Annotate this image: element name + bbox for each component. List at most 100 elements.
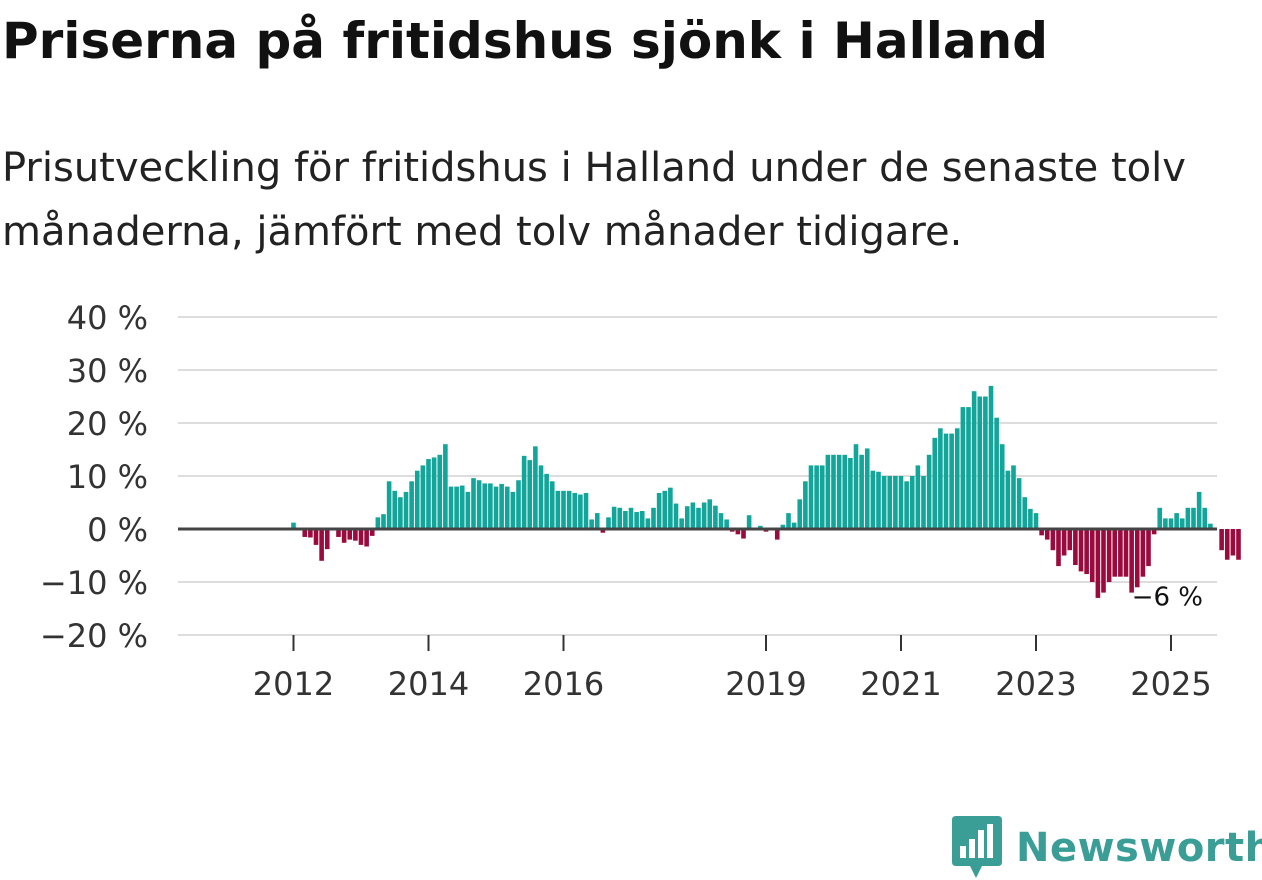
chart-subtitle: Prisutveckling för fritidshus i Halland … <box>2 145 1186 255</box>
bar <box>1151 529 1157 535</box>
bar <box>386 481 392 529</box>
bar <box>527 460 533 529</box>
bar <box>988 385 994 529</box>
chart-title: Priserna på fritidshus sjönk i Halland <box>2 12 1048 70</box>
bar <box>589 519 594 529</box>
bar <box>493 486 499 529</box>
y-tick-label: 0 % <box>87 511 148 549</box>
bar <box>369 529 375 536</box>
bar <box>600 529 606 533</box>
bar <box>1208 523 1213 529</box>
x-tick-label: 2014 <box>388 665 469 703</box>
y-tick-label: 40 % <box>67 299 148 337</box>
bar <box>848 457 853 529</box>
bar <box>836 454 842 529</box>
bar <box>1050 529 1056 551</box>
bar <box>645 518 651 529</box>
bar <box>1112 529 1118 577</box>
bar <box>1005 470 1011 529</box>
bar <box>544 473 549 529</box>
bar <box>1196 491 1202 529</box>
brand-name: Newsworthy <box>1016 825 1262 871</box>
bar <box>656 492 662 529</box>
bar <box>578 494 583 529</box>
bar <box>566 490 572 529</box>
bar <box>718 513 724 529</box>
bar <box>971 391 977 529</box>
bar <box>499 483 504 529</box>
bar <box>623 510 628 529</box>
bar <box>746 515 752 529</box>
bar <box>482 483 488 529</box>
bar <box>639 510 645 529</box>
bar <box>488 483 493 529</box>
bar <box>1033 513 1039 529</box>
bar-chart: 40 % 30 % 20 % 10 % 0 % −10 % −20 % 2012 2014 201… <box>40 299 1241 703</box>
bar <box>1185 507 1191 529</box>
bar <box>1174 513 1179 529</box>
bar <box>1230 529 1236 556</box>
bar <box>1129 529 1134 593</box>
bar <box>870 470 876 529</box>
bar <box>1118 529 1123 577</box>
bar <box>741 529 746 539</box>
bar <box>954 428 960 529</box>
bar <box>780 524 786 529</box>
bar <box>651 507 656 529</box>
bar <box>398 497 403 529</box>
bar <box>1061 529 1067 556</box>
bar <box>786 513 791 529</box>
bar <box>1157 507 1163 529</box>
bar <box>409 481 414 529</box>
y-tick-label: 10 % <box>67 458 148 496</box>
bar <box>555 490 561 529</box>
bar <box>1219 529 1224 551</box>
bar <box>583 492 589 529</box>
bar <box>1022 497 1028 529</box>
bar <box>797 499 803 529</box>
bar <box>932 437 938 529</box>
bar <box>999 444 1005 529</box>
bar <box>814 465 819 529</box>
bar <box>1044 529 1050 540</box>
bar <box>876 471 881 529</box>
bar <box>673 503 679 529</box>
bar <box>842 454 848 529</box>
bar <box>724 519 729 529</box>
bar <box>538 465 544 529</box>
bar <box>887 476 893 529</box>
bar <box>1028 508 1033 529</box>
y-tick-label: 30 % <box>67 352 148 390</box>
labels: 40 % 30 % 20 % 10 % 0 % −10 % −20 % 2012 2014 201… <box>40 299 1212 703</box>
bar <box>549 481 555 529</box>
bar <box>831 454 836 529</box>
bar <box>1202 507 1208 529</box>
bar <box>859 454 864 529</box>
bar <box>966 407 971 529</box>
bar <box>437 454 443 529</box>
bar <box>324 529 330 550</box>
bar <box>1168 518 1174 529</box>
bar <box>668 487 673 529</box>
bar <box>943 433 949 529</box>
bar <box>662 490 668 529</box>
newsworthy-logo: Newsworthy <box>952 816 1262 880</box>
bar <box>364 529 369 547</box>
bar <box>594 513 600 529</box>
y-tick-label: −20 % <box>40 617 148 655</box>
bar <box>313 529 319 545</box>
x-tick-label: 2023 <box>995 665 1076 703</box>
bar <box>1140 529 1146 577</box>
bar <box>448 486 454 529</box>
newsworthy-icon <box>952 816 1002 878</box>
bar <box>853 444 859 529</box>
axes <box>178 527 1217 651</box>
bar <box>938 428 943 529</box>
bar <box>375 517 381 529</box>
bar <box>690 502 696 529</box>
bar <box>909 476 915 529</box>
bar <box>476 480 482 529</box>
bar <box>443 444 448 529</box>
bar <box>392 490 398 529</box>
bar <box>510 491 516 529</box>
